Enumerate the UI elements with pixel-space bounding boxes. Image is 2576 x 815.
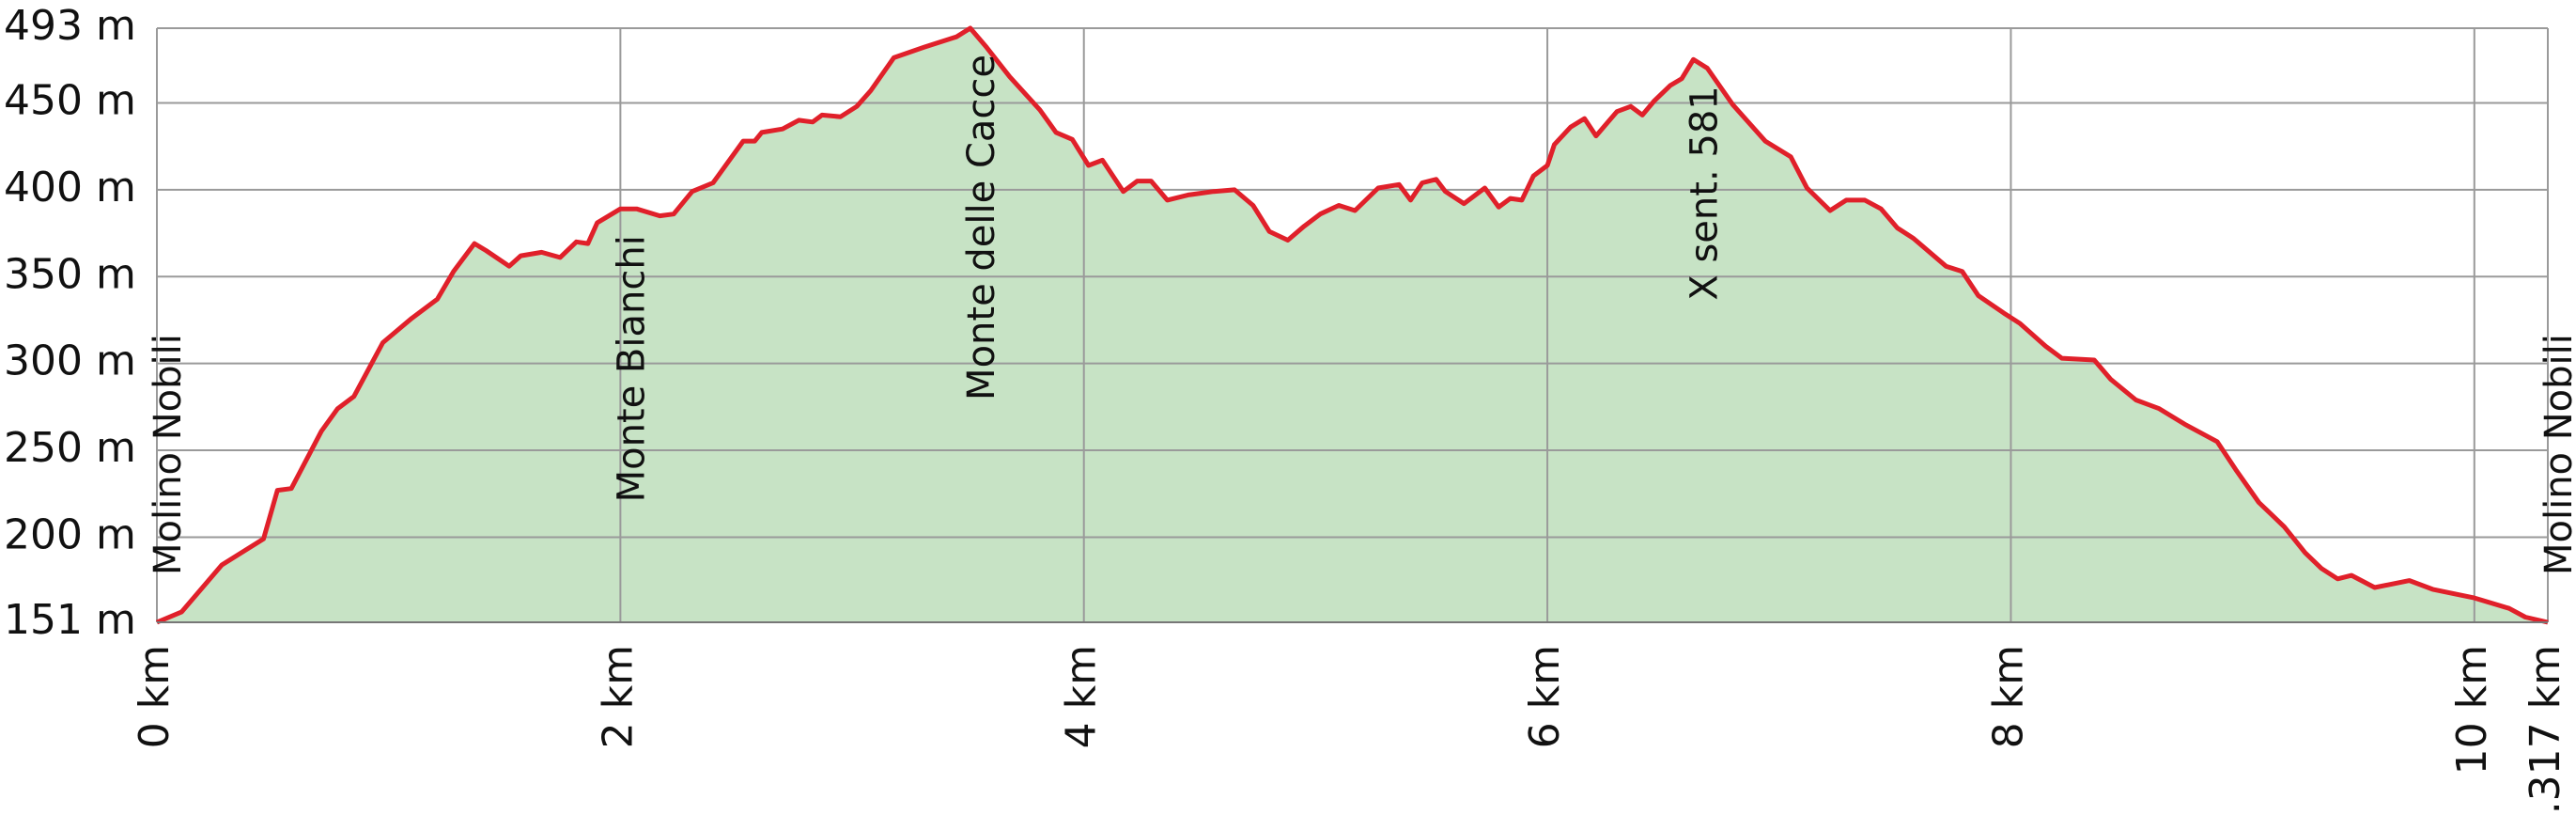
x-tick-label: 2 km <box>594 645 642 748</box>
y-tick-label: 450 m <box>4 76 136 124</box>
x-tick-label: 6 km <box>1521 645 1569 748</box>
annotation: Molino Nobili <box>147 334 190 575</box>
y-tick-label: 350 m <box>4 250 136 298</box>
grid <box>156 27 2549 623</box>
y-tick-label: 300 m <box>4 337 136 385</box>
y-tick-label: 493 m <box>4 2 136 50</box>
area-fill <box>157 28 2548 622</box>
y-tick-label: 400 m <box>4 164 136 212</box>
x-tick-label: 10 km <box>2448 645 2496 775</box>
x-tick-label: 10.317 km <box>2522 645 2569 815</box>
elevation-line <box>156 25 2549 625</box>
annotation: Molino Nobili <box>2537 334 2576 575</box>
x-tick-label: 4 km <box>1058 645 1106 748</box>
annotation: Monte delle Cacce <box>960 55 1003 400</box>
y-tick-label: 250 m <box>4 424 136 472</box>
annotation: Monte Bianchi <box>610 235 653 502</box>
x-tick-label: 8 km <box>1984 645 2032 748</box>
annotation: X sent. 581 <box>1683 86 1726 300</box>
y-tick-label: 200 m <box>4 510 136 558</box>
y-tick-label: 151 m <box>4 596 136 644</box>
x-tick-label: 0 km <box>131 645 178 748</box>
